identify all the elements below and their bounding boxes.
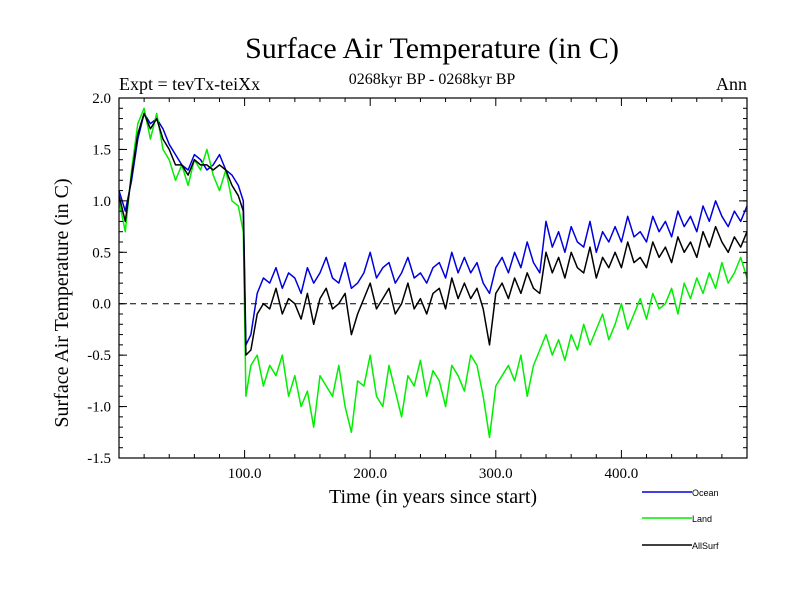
y-tick-label: -1.5 [87,451,111,467]
period-label: Ann [716,74,747,94]
y-tick-label: 1.5 [92,142,111,158]
series-line-allsurf [118,112,748,356]
y-tick-label: 1.0 [92,194,111,210]
y-tick-label: 0.0 [92,297,111,313]
y-axis-label: Surface Air Temperature (in C) [51,178,73,427]
experiment-label: Expt = tevTx-teiXx [119,74,260,94]
series-line-land [118,107,748,439]
y-tick-label: 2.0 [92,91,111,107]
x-axis-label: Time (in years since start) [329,486,537,508]
x-axis-ticks: 100.0 200.0 300.0 400.0 [143,98,723,482]
y-tick-label: -0.5 [87,348,111,364]
legend-label-allsurf: AllSurf [692,541,719,551]
legend-label-land: Land [692,514,712,524]
y-tick-label: -1.0 [87,400,111,416]
plot-frame [118,97,748,459]
y-axis-ticks: -1.5 -1.0 -0.5 0.0 0.5 1.0 1.5 2.0 [87,91,747,467]
chart-title: Surface Air Temperature (in C) [245,32,619,65]
y-tick-label: 0.5 [92,245,111,261]
legend: Ocean Land AllSurf [642,488,719,551]
legend-label-ocean: Ocean [692,488,719,498]
x-tick-label: 300.0 [479,466,513,482]
x-tick-label: 200.0 [353,466,387,482]
x-tick-label: 100.0 [228,466,262,482]
plot-area [118,97,748,459]
x-tick-label: 400.0 [605,466,639,482]
series-line-ocean [118,112,748,346]
chart-subtitle: 0268kyr BP - 0268kyr BP [349,71,516,88]
